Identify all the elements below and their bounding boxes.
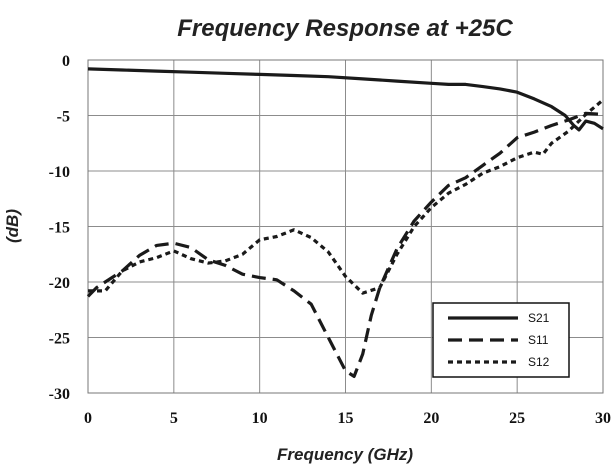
x-axis-label: Frequency (GHz) (277, 445, 413, 464)
legend: S21 S11 S12 (432, 302, 570, 378)
x-tick-label: 5 (170, 410, 178, 427)
x-tick-label: 15 (338, 410, 354, 427)
legend-label-s12: S12 (528, 355, 550, 369)
series-layer (86, 67, 605, 378)
legend-label-s21: S21 (528, 311, 550, 325)
chart-title: Frequency Response at +25C (177, 15, 513, 42)
x-tick-label: 0 (84, 410, 92, 427)
series-line-s11 (86, 111, 604, 378)
y-tick-label: -20 (49, 275, 70, 292)
x-tick-label: 10 (252, 410, 268, 427)
x-axis-ticks: 0 5 10 15 20 25 30 (84, 410, 611, 427)
y-tick-label: -25 (49, 331, 70, 348)
y-axis-label: (dB) (3, 209, 22, 243)
x-tick-label: 25 (509, 410, 525, 427)
y-tick-label: -15 (49, 220, 70, 237)
series-line-s12 (88, 98, 605, 295)
y-tick-label: 0 (62, 53, 70, 70)
x-tick-label: 30 (595, 410, 611, 427)
x-tick-label: 20 (423, 410, 439, 427)
plot-area (87, 59, 604, 394)
y-tick-label: -10 (49, 164, 70, 181)
y-axis-ticks: 0 -5 -10 -15 -20 -25 -30 (49, 53, 70, 403)
y-tick-label: -30 (49, 386, 70, 403)
legend-label-s11: S11 (528, 333, 549, 347)
y-tick-label: -5 (57, 109, 70, 126)
